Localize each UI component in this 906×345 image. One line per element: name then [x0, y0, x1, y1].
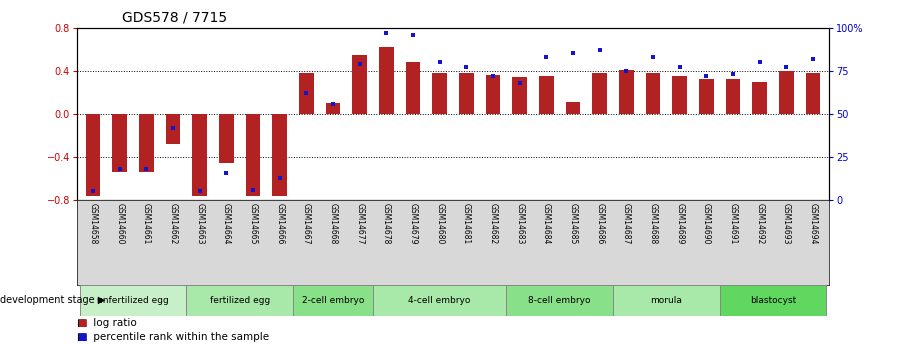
- Text: GSM14683: GSM14683: [516, 204, 525, 245]
- Text: GSM14666: GSM14666: [275, 204, 284, 245]
- Text: GSM14682: GSM14682: [488, 204, 497, 245]
- Bar: [805, 73, 820, 114]
- Text: development stage ▶: development stage ▶: [0, 295, 105, 305]
- Text: GSM14684: GSM14684: [542, 204, 551, 245]
- Text: blastocyst: blastocyst: [750, 296, 796, 305]
- Text: GSM14660: GSM14660: [115, 204, 124, 245]
- Text: GSM14694: GSM14694: [808, 204, 817, 245]
- Text: GSM14668: GSM14668: [329, 204, 338, 245]
- Text: GSM14687: GSM14687: [622, 204, 631, 245]
- Bar: [219, 114, 234, 164]
- Text: GSM14686: GSM14686: [595, 204, 604, 245]
- Bar: [432, 73, 447, 114]
- Text: GSM14678: GSM14678: [381, 204, 390, 245]
- Text: 4-cell embryo: 4-cell embryo: [409, 296, 471, 305]
- Text: GSM14661: GSM14661: [142, 204, 150, 245]
- Text: 2-cell embryo: 2-cell embryo: [302, 296, 364, 305]
- Text: GSM14664: GSM14664: [222, 204, 231, 245]
- Bar: [112, 114, 127, 172]
- Text: GSM14692: GSM14692: [756, 204, 764, 245]
- Text: morula: morula: [651, 296, 682, 305]
- Bar: [752, 81, 767, 114]
- Bar: [593, 73, 607, 114]
- Text: GSM14691: GSM14691: [728, 204, 737, 245]
- Text: unfertilized egg: unfertilized egg: [97, 296, 169, 305]
- Bar: [352, 55, 367, 114]
- Text: ■: ■: [77, 318, 87, 328]
- Bar: [719, 285, 826, 316]
- Bar: [192, 114, 207, 196]
- Bar: [779, 71, 794, 114]
- Bar: [486, 75, 500, 114]
- Bar: [406, 62, 420, 114]
- Text: GSM14689: GSM14689: [675, 204, 684, 245]
- Bar: [80, 285, 187, 316]
- Bar: [299, 73, 313, 114]
- Bar: [539, 76, 554, 114]
- Bar: [86, 114, 101, 196]
- Bar: [672, 76, 687, 114]
- Text: GSM14663: GSM14663: [195, 204, 204, 245]
- Text: ■: ■: [77, 332, 87, 342]
- Text: GSM14662: GSM14662: [169, 204, 178, 245]
- Text: GSM14693: GSM14693: [782, 204, 791, 245]
- Bar: [139, 114, 154, 172]
- Text: GSM14688: GSM14688: [649, 204, 658, 245]
- Bar: [246, 114, 260, 196]
- Text: 8-cell embryo: 8-cell embryo: [528, 296, 591, 305]
- Bar: [565, 102, 581, 114]
- Text: GSM14667: GSM14667: [302, 204, 311, 245]
- Bar: [166, 114, 180, 144]
- Text: GSM14690: GSM14690: [702, 204, 711, 245]
- Bar: [325, 103, 341, 114]
- Bar: [699, 79, 714, 114]
- Bar: [619, 70, 633, 114]
- Bar: [187, 285, 293, 316]
- Text: GSM14677: GSM14677: [355, 204, 364, 245]
- Bar: [273, 114, 287, 196]
- Bar: [726, 79, 740, 114]
- Bar: [506, 285, 613, 316]
- Text: GSM14679: GSM14679: [409, 204, 418, 245]
- Text: GSM14658: GSM14658: [89, 204, 98, 245]
- Bar: [613, 285, 719, 316]
- Bar: [459, 73, 474, 114]
- Bar: [512, 77, 527, 114]
- Bar: [646, 73, 660, 114]
- Text: GSM14681: GSM14681: [462, 204, 471, 245]
- Text: GSM14665: GSM14665: [248, 204, 257, 245]
- Bar: [373, 285, 506, 316]
- Text: GSM14680: GSM14680: [435, 204, 444, 245]
- Text: GSM14685: GSM14685: [568, 204, 577, 245]
- Text: ■  log ratio: ■ log ratio: [77, 318, 137, 328]
- Bar: [293, 285, 373, 316]
- Bar: [379, 47, 394, 114]
- Text: GDS578 / 7715: GDS578 / 7715: [122, 10, 227, 24]
- Text: ■  percentile rank within the sample: ■ percentile rank within the sample: [77, 332, 269, 342]
- Text: fertilized egg: fertilized egg: [209, 296, 270, 305]
